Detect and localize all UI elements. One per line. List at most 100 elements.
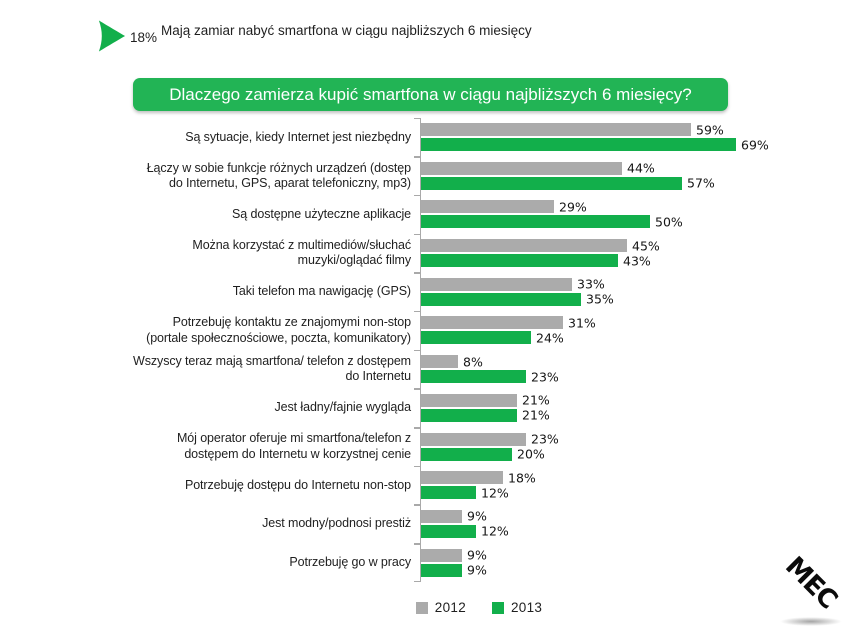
row-bars: 9% 12% — [413, 504, 793, 544]
chart-row: Jest modny/podnosi prestiż 9% 12% — [133, 504, 793, 544]
stat-text: Mają zamiar nabyć smartfona w ciągu najb… — [161, 23, 532, 38]
category-label: Jest ładny/fajnie wygląda — [274, 400, 412, 415]
chart-row: Są dostępne użyteczne aplikacje 29% 50% — [133, 194, 793, 235]
row-bars: 31% 24% — [413, 310, 793, 351]
row-bars: 44% 57% — [413, 156, 793, 196]
row-bars: 33% 35% — [413, 272, 793, 312]
bar-value: 59% — [696, 122, 724, 137]
series-2013-bar: 69% — [421, 137, 769, 152]
stat-value: 18% — [130, 30, 158, 45]
bar-value: 45% — [632, 238, 660, 254]
series-2013-bar: 50% — [421, 214, 683, 229]
series-2013-bar: 20% — [421, 447, 545, 462]
row-bars: 21% 21% — [413, 388, 793, 428]
legend-label: 2013 — [511, 600, 543, 615]
bar-value: 12% — [481, 523, 509, 539]
green-play-arrow-icon — [98, 20, 126, 52]
series-2013-bar: 12% — [421, 524, 509, 539]
category-label: Wszyscy teraz mają smartfona/ telefon z … — [133, 353, 411, 384]
bar-value: 18% — [508, 470, 536, 486]
chart-row: Można korzystać z multimediów/słuchać mu… — [133, 233, 793, 273]
category-label: Jest modny/podnosi prestiż — [262, 516, 411, 531]
chart-rows: Są sytuacje, kiedy Internet jest niezbęd… — [133, 117, 793, 583]
bar-value: 9% — [467, 508, 487, 524]
series-2012-bar: 31% — [421, 315, 596, 330]
bar-value: 44% — [627, 160, 655, 176]
bar-value: 43% — [623, 253, 651, 269]
bar-value: 57% — [687, 175, 715, 191]
series-2013-bar: 21% — [421, 408, 550, 423]
mec-logo: MEC — [774, 550, 848, 626]
row-bars: 29% 50% — [413, 194, 793, 235]
series-2012-bar: 45% — [421, 238, 660, 253]
legend-swatch — [415, 601, 428, 614]
series-2012-bar: 23% — [421, 432, 559, 447]
series-2013-bar: 12% — [421, 485, 509, 500]
bar-value: 12% — [481, 485, 509, 501]
bar-value: 9% — [467, 547, 487, 563]
category-label: Łączy w sobie funkcje różnych urządzeń (… — [146, 160, 411, 191]
chart-row: Są sytuacje, kiedy Internet jest niezbęd… — [133, 117, 793, 157]
legend-swatch — [492, 601, 504, 614]
bar-value: 20% — [517, 446, 545, 462]
series-2012-bar: 21% — [421, 393, 550, 408]
bar-chart: Są sytuacje, kiedy Internet jest niezbęd… — [133, 117, 793, 583]
mec-logo-shadow — [780, 617, 842, 626]
chart-row: Łączy w sobie funkcje różnych urządzeń (… — [133, 156, 793, 196]
bar-value: 69% — [741, 137, 769, 152]
legend-item-2013: 2013 — [492, 600, 542, 615]
bar-value: 23% — [531, 431, 559, 447]
bar-value: 31% — [568, 315, 596, 331]
series-2012-bar: 44% — [421, 161, 655, 176]
chart-row: Potrzebuję dostępu do Internetu non-stop… — [133, 465, 793, 505]
bar-value: 21% — [522, 407, 550, 423]
chart-row: Potrzebuję kontaktu ze znajomymi non-sto… — [133, 310, 793, 351]
row-bars: 8% 23% — [413, 349, 793, 389]
row-bars: 23% 20% — [413, 427, 793, 467]
mec-logo-text: MEC — [779, 551, 843, 615]
category-label: Taki telefon ma nawigację (GPS) — [232, 284, 411, 299]
category-label: Są dostępne użyteczne aplikacje — [232, 206, 411, 221]
row-bars: 59% 69% — [413, 117, 793, 157]
chart-row: Taki telefon ma nawigację (GPS) 33% 35% — [133, 272, 793, 312]
series-2013-bar: 35% — [421, 292, 614, 307]
bar-value: 23% — [531, 369, 559, 385]
bar-value: 35% — [586, 291, 614, 307]
chart-row: Jest ładny/fajnie wygląda 21% 21% — [133, 388, 793, 428]
series-2012-bar: 8% — [421, 354, 483, 369]
series-2013-bar: 9% — [421, 563, 487, 578]
category-label: Potrzebuję dostępu do Internetu non-stop — [184, 477, 411, 492]
legend-item-2012: 2012 — [415, 600, 466, 615]
chart-row: Wszyscy teraz mają smartfona/ telefon z … — [133, 349, 793, 389]
chart-title-banner: Dlaczego zamierza kupić smartfona w ciąg… — [133, 78, 728, 111]
row-bars: 9% 9% — [413, 543, 793, 583]
chart-row: Mój operator oferuje mi smartfona/telefo… — [133, 427, 793, 467]
series-2013-bar: 43% — [421, 253, 651, 268]
category-label: Mój operator oferuje mi smartfona/telefo… — [176, 431, 411, 461]
bar-value: 9% — [467, 562, 487, 578]
category-label: Są sytuacje, kiedy Internet jest niezbęd… — [185, 129, 411, 144]
row-bars: 45% 43% — [413, 233, 793, 273]
bar-value: 29% — [559, 199, 587, 215]
category-label: Potrzebuję go w pracy — [289, 555, 411, 570]
series-2012-bar: 33% — [421, 277, 605, 292]
bar-value: 21% — [522, 392, 550, 408]
legend-label: 2012 — [434, 600, 466, 615]
series-2013-bar: 23% — [421, 369, 559, 384]
series-2013-bar: 57% — [421, 176, 715, 191]
series-2013-bar: 24% — [421, 330, 564, 345]
series-2012-bar: 9% — [421, 509, 487, 524]
bar-value: 8% — [463, 354, 483, 370]
category-label: Można korzystać z multimediów/słuchać mu… — [192, 237, 411, 268]
series-2012-bar: 29% — [421, 199, 587, 214]
category-label: Potrzebuję kontaktu ze znajomymi non-sto… — [146, 315, 411, 345]
series-2012-bar: 18% — [421, 470, 536, 485]
series-2012-bar: 9% — [421, 548, 487, 563]
chart-row: Potrzebuję go w pracy 9% 9% — [133, 543, 793, 583]
bar-value: 50% — [655, 214, 683, 230]
row-bars: 18% 12% — [413, 465, 793, 505]
series-2012-bar: 59% — [421, 122, 724, 137]
bar-value: 24% — [536, 330, 564, 346]
bar-value: 33% — [577, 276, 605, 292]
legend: 2012 2013 — [53, 600, 852, 615]
